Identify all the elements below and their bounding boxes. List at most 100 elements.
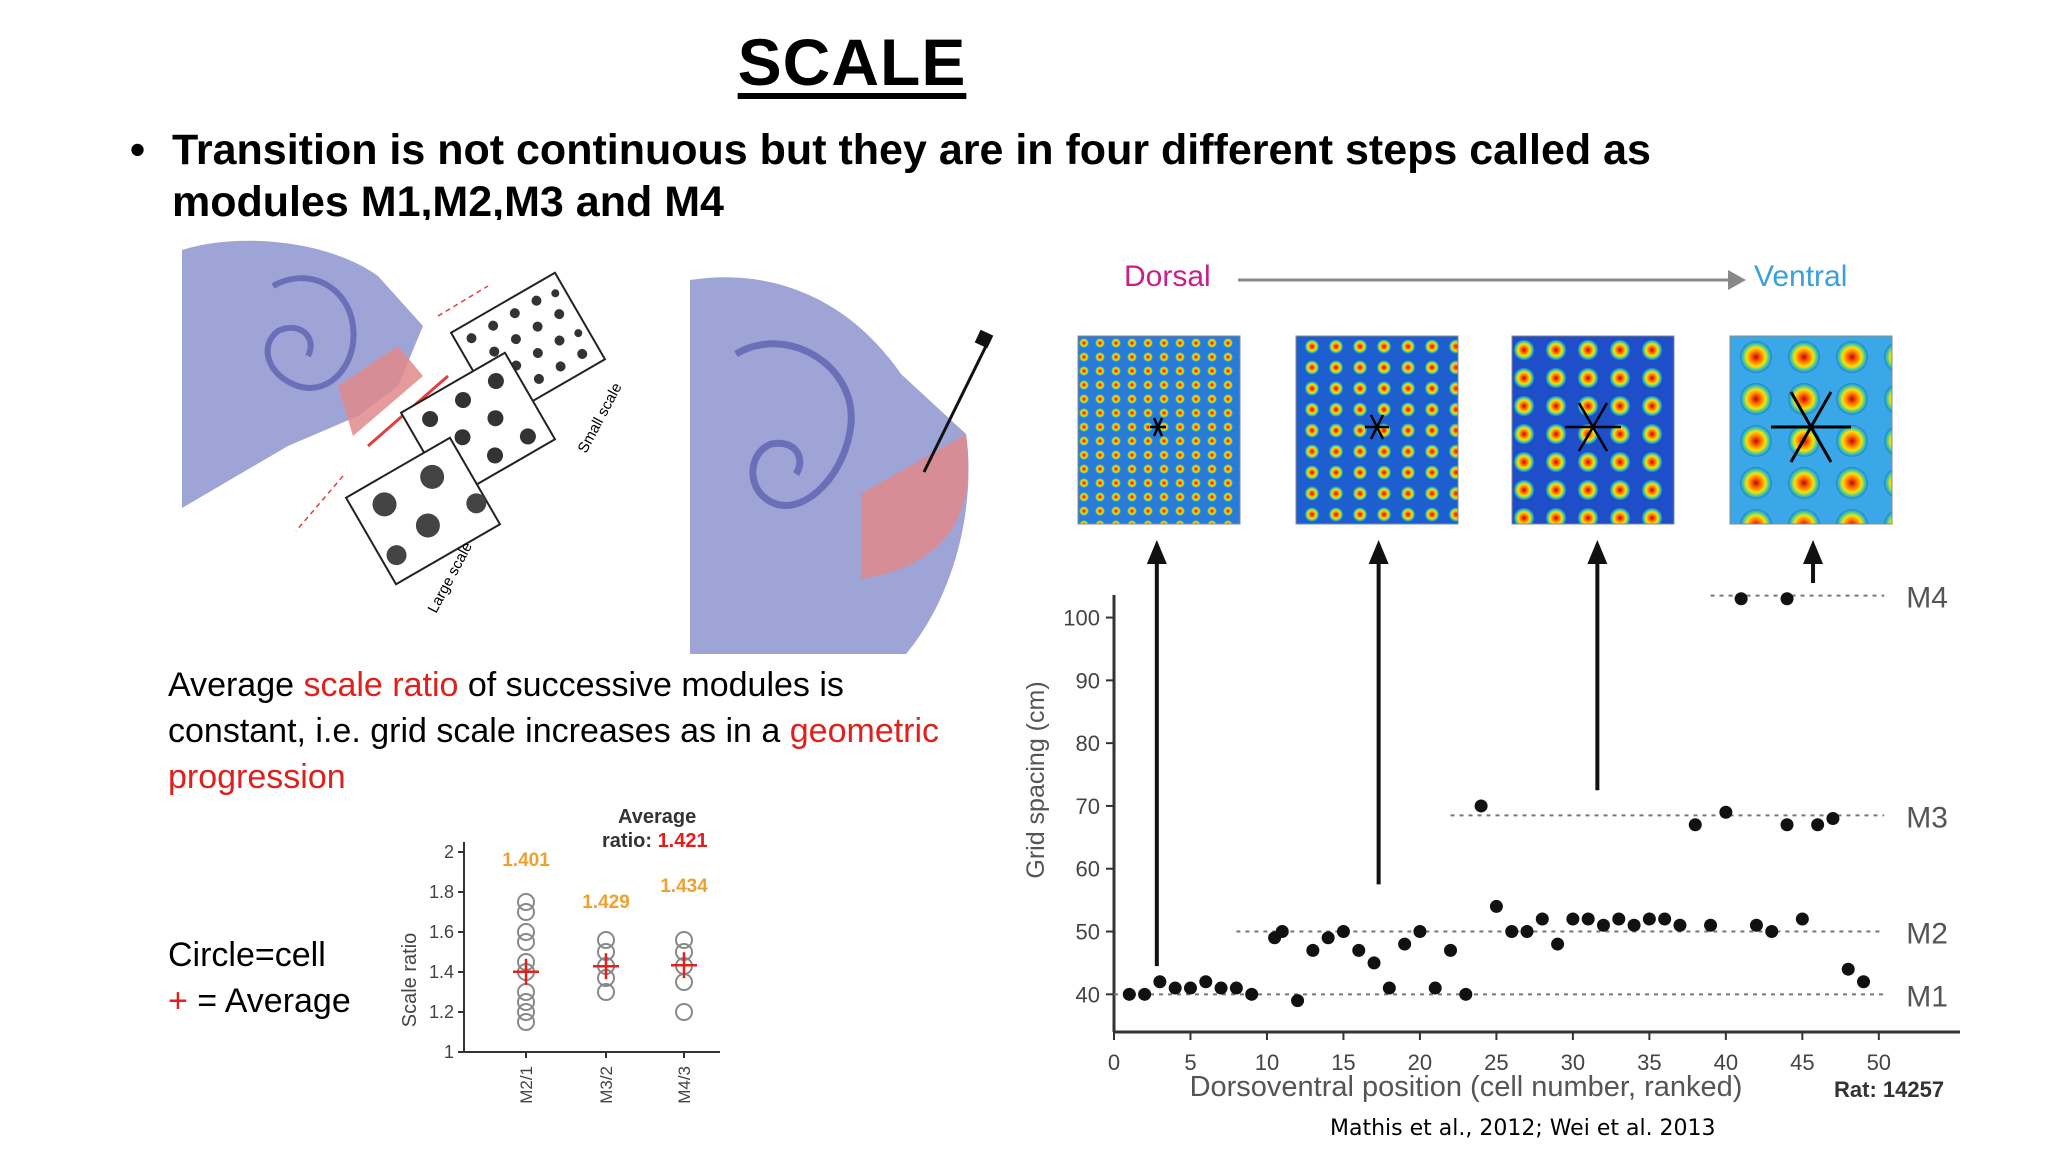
- y-tick-label: 40: [1076, 982, 1100, 1007]
- data-point: [1719, 805, 1733, 819]
- x-tick-label: 40: [1714, 1050, 1738, 1075]
- data-point: [1214, 981, 1228, 995]
- data-point: [1704, 918, 1718, 932]
- data-point: [1336, 925, 1350, 939]
- data-point: [1168, 981, 1182, 995]
- y-tick-label: 1.6: [429, 922, 454, 942]
- module-arrows: [1146, 540, 1824, 967]
- ratio-marks: 1.401 1.429 1.434: [502, 850, 708, 1031]
- data-point: [1811, 818, 1825, 832]
- y-tick-label: 1: [444, 1042, 454, 1062]
- x-axis-label: Dorsoventral position (cell number, rank…: [1190, 1071, 1743, 1103]
- arrow-head-icon: [1803, 540, 1824, 564]
- cell-circle: [675, 931, 693, 949]
- y-tick-label: 70: [1076, 794, 1100, 819]
- data-point: [1658, 912, 1672, 926]
- scale-ratio-chart: Average ratio: 1.421 Scale ratio 2 1.8 1.6…: [399, 806, 720, 1104]
- data-point: [1229, 981, 1243, 995]
- cell-circle: [517, 1013, 535, 1031]
- cell-circle: [517, 893, 535, 911]
- cell-circle: [517, 903, 535, 921]
- data-point: [1291, 994, 1305, 1008]
- arrow-head-icon: [1587, 540, 1608, 564]
- cell-circle: [597, 983, 615, 1001]
- x-tick-label: 0: [1108, 1050, 1120, 1075]
- cell-circle: [517, 933, 535, 951]
- x-tick-label: M4/3: [675, 1066, 694, 1104]
- data-point: [1795, 912, 1809, 926]
- x-tick-label: 45: [1790, 1050, 1814, 1075]
- y-tick-label: 100: [1063, 606, 1100, 631]
- data-point: [1826, 812, 1840, 825]
- cell-circle: [517, 1003, 535, 1021]
- data-point: [1153, 975, 1167, 989]
- data-point: [1367, 956, 1381, 970]
- avg-label: Average: [618, 806, 696, 828]
- hippocampus: [734, 340, 855, 509]
- ratio-value-label: 1.401: [502, 850, 550, 871]
- data-point: [1444, 943, 1458, 957]
- data-point: [1413, 925, 1427, 939]
- data-point: [1535, 912, 1549, 926]
- avg-ratio-label: ratio: 1.421: [602, 830, 708, 852]
- dorsal-label: Dorsal: [1124, 260, 1211, 293]
- heatmap-m1: [1077, 335, 1241, 525]
- x-tick-label: 35: [1637, 1050, 1661, 1075]
- electrode-tip-icon: [974, 329, 994, 349]
- average-ratio-text: Average scale ratio of successive module…: [168, 666, 940, 796]
- data-point: [1841, 962, 1855, 976]
- data-point: [1520, 925, 1534, 939]
- y-axis-label: Scale ratio: [399, 933, 421, 1028]
- data-point: [1581, 912, 1595, 926]
- x-tick-label: 15: [1331, 1050, 1355, 1075]
- scale-ratio-highlight: scale ratio: [303, 666, 459, 704]
- ventral-label: Ventral: [1754, 260, 1847, 293]
- heatmap-m2: [1295, 335, 1459, 525]
- arrow-head-icon: [1368, 540, 1389, 564]
- module-lines: M1 M2 M3 M4: [1114, 582, 1948, 1013]
- x-tick-label: M3/2: [597, 1066, 616, 1104]
- data-point: [1688, 818, 1702, 832]
- data-point: [1734, 592, 1748, 606]
- main-axes: 0 5 10 15 20 25 30 35 40 45 50 40 50 60 70 80 90 100: [1063, 595, 1960, 1075]
- brain-tissue: [182, 240, 423, 509]
- cell-circle: [597, 931, 615, 949]
- module-label: M4: [1906, 582, 1948, 615]
- entorhinal-region: [861, 434, 969, 579]
- data-point: [1765, 925, 1779, 939]
- y-axis-label: Grid spacing (cm): [1022, 681, 1050, 878]
- ratio-axes: 2 1.8 1.6 1.4 1.2 1 M2/1 M3/2 M4/3: [429, 842, 720, 1104]
- y-tick-label: 50: [1076, 920, 1100, 945]
- cell-circle: [517, 983, 535, 1001]
- y-tick-label: 2: [444, 842, 454, 862]
- citation: Mathis et al., 2012; Wei et al. 2013: [1330, 1116, 1716, 1141]
- heatmap-m4: [1729, 335, 1893, 525]
- x-tick-label: 10: [1255, 1050, 1279, 1075]
- hippocampus: [264, 275, 357, 391]
- rat-label: Rat: 14257: [1834, 1077, 1944, 1102]
- geometric-progression-highlight: geometric progression: [168, 712, 940, 796]
- cell-circle: [517, 993, 535, 1011]
- y-tick-label: 1.8: [429, 882, 454, 902]
- plus-icon: +: [168, 982, 188, 1020]
- y-tick-label: 60: [1076, 857, 1100, 882]
- data-point: [1566, 912, 1580, 926]
- heatmap-m3: [1511, 335, 1675, 525]
- x-tick-label: 50: [1867, 1050, 1891, 1075]
- cell-circle: [517, 923, 535, 941]
- ratio-value-label: 1.429: [582, 892, 630, 913]
- data-point: [1780, 592, 1794, 606]
- module-label: M3: [1906, 801, 1948, 834]
- data-point: [1352, 943, 1366, 957]
- x-tick-label: 20: [1408, 1050, 1432, 1075]
- arrow-head-icon: [1146, 540, 1167, 564]
- data-point: [1183, 981, 1197, 995]
- brain-section-electrode: [690, 277, 994, 654]
- electrode-shaft: [922, 341, 990, 473]
- slide-title: SCALE: [737, 25, 967, 99]
- dorsal-ventral-figure: Dorsal Ventral: [1077, 260, 1893, 525]
- gradient-arrow-head-icon: [1728, 270, 1746, 290]
- x-tick-label: 5: [1184, 1050, 1196, 1075]
- data-point: [1474, 799, 1488, 813]
- data-point: [1551, 937, 1565, 951]
